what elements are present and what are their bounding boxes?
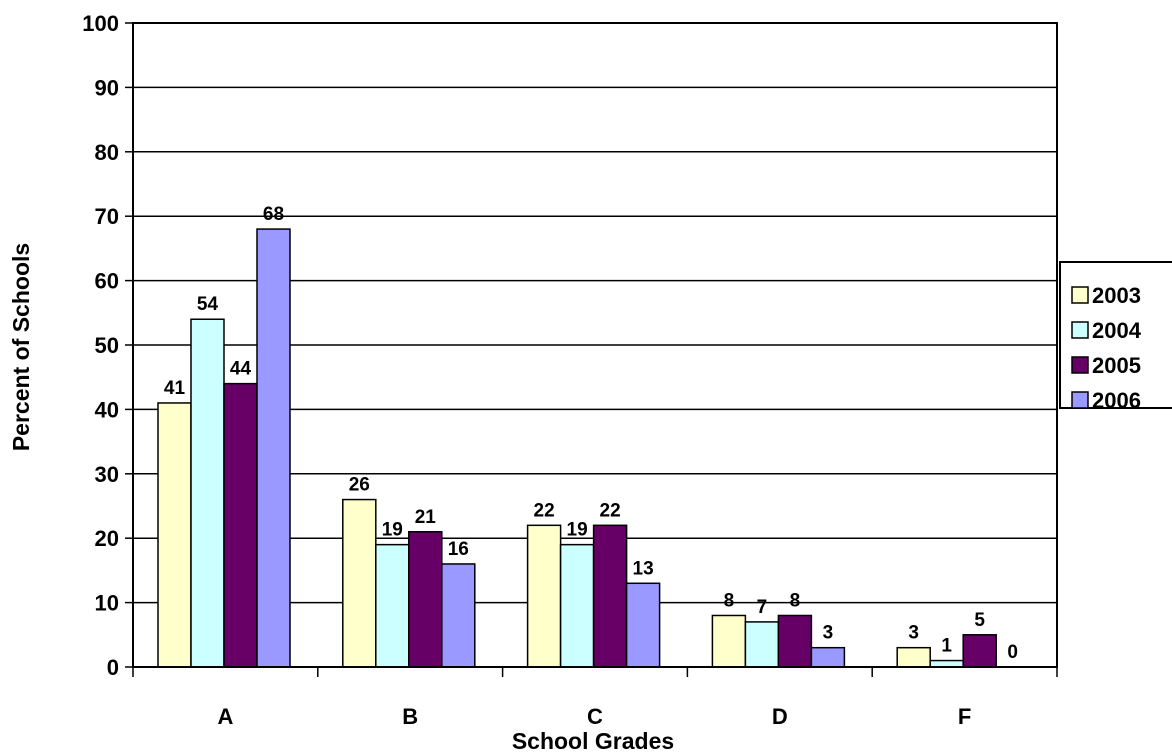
data-label: 68: [263, 204, 284, 225]
y-tick-label: 90: [95, 75, 119, 100]
bar: [342, 498, 377, 668]
bar: [526, 524, 562, 668]
data-label: 1: [941, 636, 952, 657]
bar: [810, 646, 846, 668]
data-label: 13: [633, 558, 654, 579]
bar: [441, 563, 476, 668]
legend-swatch: [1071, 391, 1089, 409]
legend-label: 2004: [1092, 318, 1142, 343]
data-label: 8: [790, 590, 801, 611]
y-tick-label: 100: [82, 11, 119, 36]
bar: [625, 582, 661, 668]
y-tick-label: 50: [95, 333, 119, 358]
bar: [256, 228, 291, 668]
data-label: 19: [382, 520, 403, 541]
bar: [896, 646, 931, 668]
y-tick-label: 30: [95, 462, 119, 487]
y-axis-title: Percent of Schools: [8, 243, 34, 451]
data-label: 7: [757, 597, 768, 618]
data-label: 22: [534, 500, 555, 521]
data-label: 26: [349, 475, 370, 496]
bar: [744, 621, 780, 668]
x-axis-title: School Grades: [512, 728, 674, 753]
data-label: 19: [567, 520, 588, 541]
data-label: 3: [908, 623, 919, 644]
bar: [375, 543, 410, 668]
data-labels: 41 54 44 68 26 19 21 16 22 19 22 13 8 7 8 3 3 1 5 0: [164, 204, 1018, 663]
legend-label: 2005: [1092, 353, 1141, 378]
x-tick-label: A: [217, 704, 233, 729]
y-tick-label: 0: [107, 655, 119, 680]
data-label: 22: [600, 500, 621, 521]
x-tick-label: D: [772, 704, 788, 729]
bars: [157, 228, 997, 668]
legend-label: 2003: [1092, 283, 1141, 308]
data-label: 16: [448, 539, 469, 560]
axes: [125, 22, 1058, 677]
data-label: 54: [197, 294, 219, 315]
bar: [157, 402, 192, 668]
bar: [592, 524, 628, 668]
bar: [223, 382, 258, 668]
x-tick-label: F: [958, 704, 971, 729]
bar: [559, 543, 595, 668]
legend: 2003 2004 2005 2006: [1059, 261, 1172, 413]
y-tick-label: 70: [95, 204, 119, 229]
data-label: 21: [415, 507, 437, 528]
data-label: 44: [230, 359, 252, 380]
bar: [962, 634, 997, 668]
legend-label: 2006: [1092, 388, 1141, 413]
x-tick-label: C: [587, 704, 603, 729]
x-tick-label: B: [402, 704, 418, 729]
bar: [190, 318, 225, 668]
data-label: 5: [974, 610, 985, 631]
legend-swatch: [1071, 321, 1089, 339]
legend-swatch: [1071, 286, 1089, 304]
y-tick-labels: 0 10 20 30 40 50 60 70 80 90 100: [82, 11, 119, 680]
data-label: 41: [164, 378, 186, 399]
y-tick-label: 40: [95, 397, 119, 422]
bar: [777, 614, 813, 668]
data-label: 8: [724, 590, 735, 611]
data-label: 3: [823, 623, 834, 644]
y-tick-label: 80: [95, 140, 119, 165]
y-tick-label: 60: [95, 269, 119, 294]
legend-swatch: [1071, 356, 1089, 374]
bar: [711, 614, 747, 668]
y-tick-label: 20: [95, 526, 119, 551]
data-label: 0: [1007, 642, 1018, 663]
bar: [408, 531, 443, 668]
y-tick-label: 10: [95, 591, 119, 616]
